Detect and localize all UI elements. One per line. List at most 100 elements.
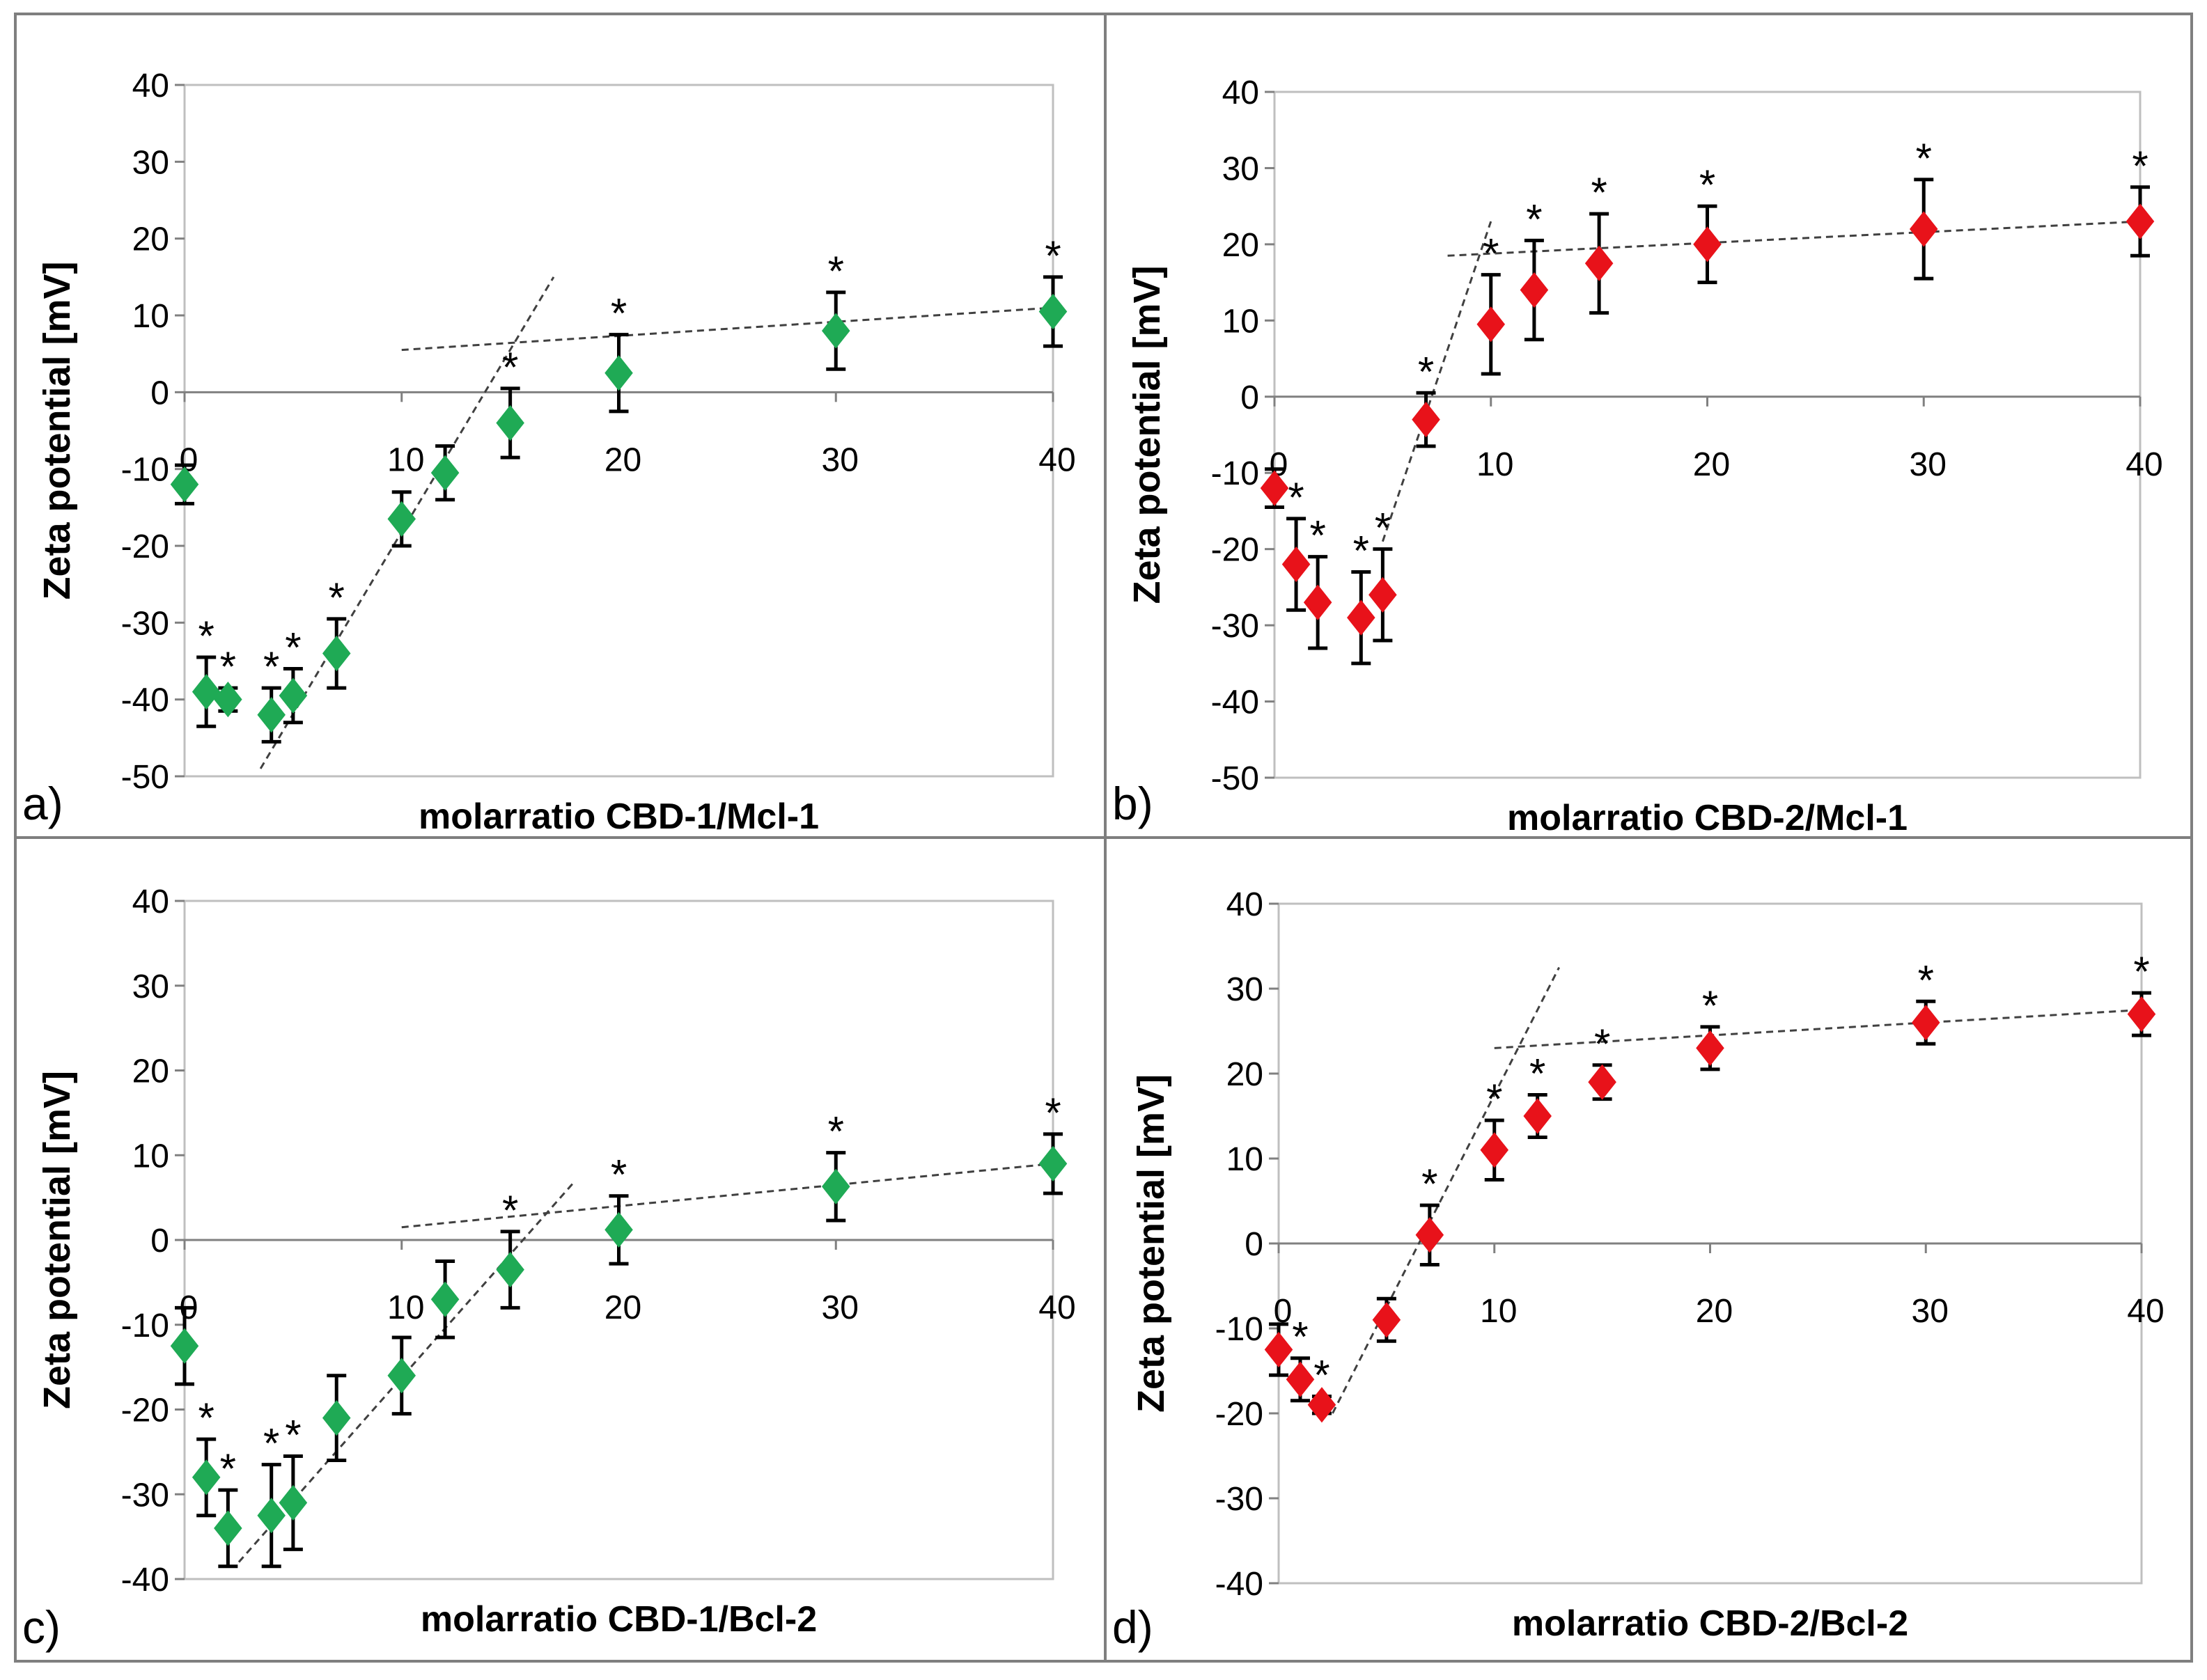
y-tick-label: 20 [132,221,169,258]
data-point [2127,996,2156,1033]
significance-star: * [1375,505,1391,551]
data-point [1264,1331,1293,1368]
panel-label: b) [1112,778,1153,829]
y-tick-label: 30 [1226,971,1263,1008]
data-point [1476,306,1506,343]
data-point [1415,1217,1444,1253]
y-tick-label: -20 [121,528,169,565]
y-tick-label: 30 [1222,150,1259,187]
data-point [496,405,524,441]
data-point [257,1498,286,1534]
significance-star: * [263,1420,279,1467]
data-point [387,501,416,537]
panel-label: d) [1112,1601,1153,1653]
data-point [1260,470,1289,506]
data-point [1347,599,1375,636]
data-point [1286,1361,1315,1397]
x-tick-label: 20 [605,1289,641,1326]
y-axis-title: Zeta potential [mV] [36,261,78,599]
y-tick-label: -10 [121,1308,169,1344]
y-tick-label: 10 [1226,1141,1263,1178]
x-tick-label: 40 [2126,446,2162,483]
x-tick-label: 10 [387,1289,424,1326]
y-tick-label: 0 [1245,1226,1263,1263]
data-point [496,1252,524,1288]
x-tick-label: 30 [822,1289,859,1326]
significance-star: * [611,1152,627,1198]
y-tick-label: 20 [1226,1056,1263,1093]
data-point [279,677,308,714]
data-point [322,1400,351,1436]
y-tick-label: -40 [121,682,169,719]
y-axis-title: Zeta potential [mV] [36,1071,78,1409]
significance-star: * [1292,1314,1308,1360]
significance-star: * [502,1187,518,1234]
data-point [387,1358,416,1394]
significance-star: * [1288,474,1304,521]
significance-star: * [1591,169,1607,216]
significance-star: * [1313,1352,1329,1399]
data-point [1303,584,1332,620]
significance-star: * [329,574,345,621]
significance-star: * [1045,233,1061,279]
y-tick-label: -20 [1215,1396,1263,1433]
x-tick-label: 10 [1476,446,1513,483]
x-axis-title: molarratio CBD-1/Mcl-1 [419,796,819,837]
data-point [2126,203,2155,240]
x-tick-label: 40 [1038,1289,1075,1326]
y-tick-label: 20 [1222,227,1259,264]
y-tick-label: 10 [132,1138,169,1175]
y-tick-label: -50 [1211,760,1259,797]
significance-star: * [198,613,214,659]
significance-star: * [1418,348,1434,395]
significance-star: * [1702,982,1718,1029]
y-tick-label: 40 [1226,886,1263,923]
data-point [605,355,633,391]
x-tick-label: 10 [1480,1293,1517,1330]
y-tick-label: -40 [121,1562,169,1599]
trend-line [401,306,1054,352]
data-point [430,455,460,491]
x-tick-label: 10 [387,441,424,478]
data-point [192,674,221,710]
x-tick-label: 40 [2127,1293,2164,1330]
y-tick-label: 40 [1222,74,1259,111]
data-point [1281,546,1311,583]
significance-star: * [1421,1161,1437,1207]
y-axis-title: Zeta potential [mV] [1126,265,1168,604]
significance-star: * [611,290,627,337]
significance-star: * [285,625,301,671]
y-tick-label: -10 [1215,1311,1263,1348]
significance-star: * [1918,957,1934,1003]
x-tick-label: 30 [822,441,859,478]
significance-star: * [828,248,844,295]
y-tick-label: 0 [150,1223,169,1259]
data-point [214,1510,242,1546]
y-tick-label: 10 [132,298,169,335]
significance-star: * [220,643,236,690]
data-point [1911,1005,1940,1041]
x-tick-label: 40 [1038,441,1075,478]
data-point [1520,272,1549,308]
significance-star: * [2133,948,2149,995]
y-tick-label: -10 [121,452,169,489]
data-point [257,697,286,733]
y-tick-label: -20 [121,1392,169,1429]
significance-star: * [1594,1021,1610,1067]
x-tick-label: 20 [605,441,641,478]
data-point [1588,1064,1616,1100]
trend-line [401,1162,1054,1229]
significance-star: * [1916,135,1932,182]
significance-star: * [1045,1090,1061,1136]
data-point [1523,1098,1552,1134]
data-point [430,1281,460,1317]
data-point [322,635,351,672]
data-point [1693,226,1722,262]
y-tick-label: -10 [1211,455,1259,492]
data-point [1696,1030,1724,1067]
y-tick-label: 20 [132,1053,169,1090]
